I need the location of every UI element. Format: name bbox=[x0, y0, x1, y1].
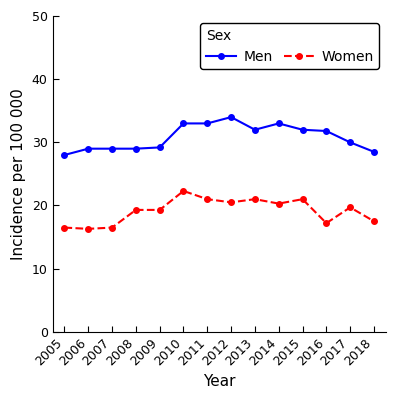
Women bbox=[372, 219, 376, 224]
Women bbox=[157, 208, 162, 212]
Men bbox=[372, 150, 376, 154]
Men bbox=[348, 140, 353, 145]
Legend: Men, Women: Men, Women bbox=[200, 23, 379, 69]
Women bbox=[252, 197, 257, 202]
Women bbox=[348, 205, 353, 210]
Women bbox=[181, 188, 186, 193]
Women bbox=[133, 208, 138, 212]
Men bbox=[62, 152, 67, 157]
Men bbox=[133, 146, 138, 151]
Men bbox=[300, 127, 305, 132]
Y-axis label: Incidence per 100 000: Incidence per 100 000 bbox=[11, 88, 26, 260]
Men bbox=[157, 145, 162, 150]
Women bbox=[205, 197, 210, 202]
Men bbox=[181, 121, 186, 126]
Men bbox=[276, 121, 281, 126]
Men bbox=[110, 146, 114, 151]
Men bbox=[324, 129, 329, 134]
X-axis label: Year: Year bbox=[203, 374, 235, 389]
Line: Women: Women bbox=[62, 188, 377, 232]
Women bbox=[300, 197, 305, 202]
Women bbox=[229, 200, 233, 205]
Women bbox=[110, 225, 114, 230]
Women bbox=[276, 201, 281, 206]
Men bbox=[86, 146, 91, 151]
Men bbox=[229, 115, 233, 120]
Men bbox=[252, 127, 257, 132]
Women bbox=[62, 225, 67, 230]
Women bbox=[324, 221, 329, 226]
Women bbox=[86, 226, 91, 231]
Men bbox=[205, 121, 210, 126]
Line: Men: Men bbox=[62, 114, 377, 158]
